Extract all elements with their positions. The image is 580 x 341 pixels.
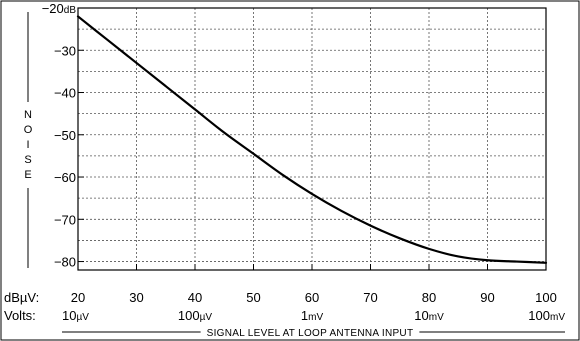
y-tick-label: −40 [54, 86, 76, 101]
x-tick-label: 50 [246, 290, 260, 305]
noise-curve [76, 15, 548, 264]
y-tick-label: −50 [54, 128, 76, 143]
x-tick-label: 70 [363, 290, 377, 305]
x-volt-label: 100µV [178, 308, 212, 323]
y-axis-label-letter: I [26, 139, 29, 151]
x-axis-ticks: 20 30 40 50 60 70 80 90 100 10µV 100µV 1mV 10mV 100mV [62, 264, 565, 323]
y-axis-ticks: −80 −70 −60 −50 −40 −30 −20dB [42, 1, 84, 270]
x-volt-label: 10µV [62, 308, 89, 323]
y-axis-label-letter: E [24, 169, 31, 181]
y-tick-label: −20dB [42, 1, 77, 16]
x-tick-label: 40 [188, 290, 202, 305]
y-axis-label-letter: S [24, 154, 31, 166]
x-tick-label: 100 [535, 290, 557, 305]
x-axis-title: SIGNAL LEVEL AT LOOP ANTENNA INPUT [207, 328, 414, 339]
y-tick-label: −60 [54, 170, 76, 185]
x-tick-label: 30 [129, 290, 143, 305]
x-row-label-dbuv: dBµV: [4, 290, 39, 305]
x-row-label-volts: Volts: [4, 308, 36, 323]
x-tick-label: 60 [305, 290, 319, 305]
x-volt-label: 100mV [528, 308, 565, 323]
x-tick-label: 20 [71, 290, 85, 305]
x-axis-title-group: SIGNAL LEVEL AT LOOP ANTENNA INPUT [62, 328, 565, 339]
x-tick-label: 90 [480, 290, 494, 305]
x-tick-label: 80 [422, 290, 436, 305]
y-tick-label: −30 [54, 43, 76, 58]
y-axis-label-letter: O [24, 124, 33, 136]
y-tick-label: −70 [54, 212, 76, 227]
x-volt-label: 1mV [301, 308, 324, 323]
y-tick-unit: dB [64, 5, 77, 16]
grid [78, 8, 546, 270]
plot-area-frame [77, 7, 547, 271]
x-volt-label: 10mV [414, 308, 444, 323]
y-axis-label-letter: N [24, 109, 32, 121]
y-tick-label: −80 [54, 255, 76, 270]
